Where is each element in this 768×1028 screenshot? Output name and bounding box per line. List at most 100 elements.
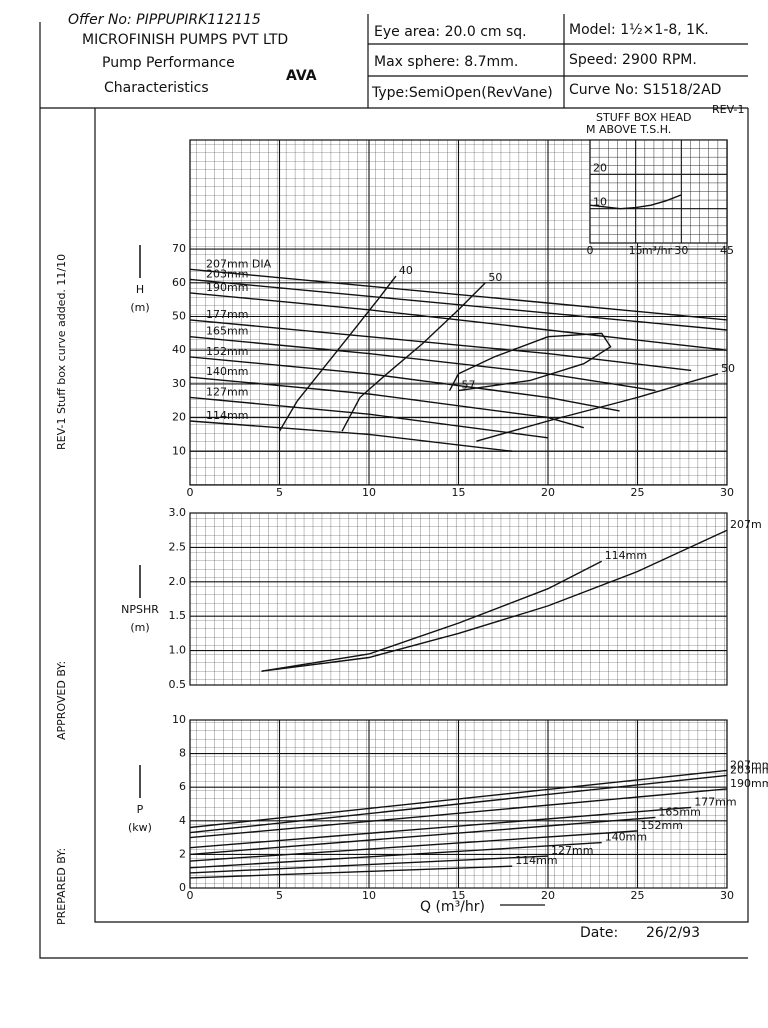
x-tick-label: 15	[452, 486, 466, 499]
plot-area	[189, 512, 728, 686]
curve	[341, 282, 486, 432]
subtitle: Characteristics	[104, 80, 209, 96]
date-label: Date:	[580, 925, 618, 941]
curve	[189, 420, 513, 452]
x-tick-label: 30	[720, 486, 734, 499]
y-axis-unit: (m)	[130, 301, 149, 314]
curve	[189, 376, 584, 429]
series-label: 152mm	[641, 819, 683, 832]
series-label: 57	[462, 379, 476, 392]
date: 26/2/93	[646, 925, 700, 941]
y-tick-label: 6	[179, 780, 186, 793]
series-label: 127mm	[551, 844, 593, 857]
offer-no: Offer No: PIPPUPIRK112115	[68, 12, 261, 28]
y-tick-label: 60	[172, 276, 186, 289]
series-label: 190mm	[206, 281, 248, 294]
curve	[189, 865, 513, 879]
curve	[189, 816, 656, 856]
rev-note: REV-1 Stuff box curve added. 11/10	[55, 254, 68, 450]
eye-area: Eye area: 20.0 cm sq.	[374, 24, 527, 40]
speed: Speed: 2900 RPM.	[569, 52, 697, 68]
max-sphere: Max sphere: 8.7mm.	[374, 54, 518, 70]
x-tick-label: 20	[541, 889, 555, 902]
curve	[189, 855, 549, 874]
curve	[189, 830, 638, 862]
series-label: 140mm	[605, 831, 647, 844]
curve	[189, 774, 728, 834]
company: MICROFINISH PUMPS PVT LTD	[82, 32, 288, 48]
x-tick-label: 25	[631, 486, 645, 499]
y-tick-label: 30	[172, 377, 186, 390]
series-label: 50	[488, 271, 502, 284]
series-label: 165mm	[206, 325, 248, 338]
inset-x-label: m³/hr	[642, 244, 673, 257]
x-tick-label: 30	[720, 889, 734, 902]
curve	[476, 373, 719, 442]
curve	[261, 529, 728, 672]
curve	[189, 806, 692, 849]
series-label: 114mm	[605, 549, 647, 562]
curve	[189, 769, 728, 829]
y-tick-label: 2.0	[169, 575, 187, 588]
series-label: 207mm	[730, 758, 768, 771]
curve	[189, 841, 602, 869]
y-tick-label: 2	[179, 847, 186, 860]
y-tick-label: 10	[172, 444, 186, 457]
y-tick-label: 20	[172, 411, 186, 424]
curve	[189, 268, 728, 321]
y-tick-label: 1.5	[169, 609, 187, 622]
series-label: 203mm	[206, 267, 248, 280]
frame	[39, 14, 749, 959]
y-tick-label: 0.5	[169, 678, 187, 691]
x-axis-label: Q (m³/hr)	[420, 899, 485, 915]
series-label: 207m	[730, 518, 762, 531]
x-tick-label: 10	[362, 486, 376, 499]
inset-title: M ABOVE T.S.H.	[586, 123, 671, 136]
y-axis-unit: (m)	[130, 621, 149, 634]
series-label: 127mm	[206, 385, 248, 398]
logo: AVA	[286, 68, 317, 84]
y-axis-label: NPSHR	[121, 603, 159, 616]
x-tick-label: 0	[187, 889, 194, 902]
x-tick-label: 0	[187, 486, 194, 499]
curve	[189, 278, 728, 331]
y-axis-label: H	[136, 283, 144, 296]
curve	[189, 292, 728, 351]
x-tick-label: 0	[587, 244, 594, 257]
x-tick-label: 15	[629, 244, 643, 257]
x-tick-label: 10	[362, 889, 376, 902]
x-tick-label: 25	[631, 889, 645, 902]
y-tick-label: 40	[172, 343, 186, 356]
series-label: 165mm	[658, 805, 700, 818]
x-tick-label: 5	[276, 889, 283, 902]
prepared-by: PREPARED BY:	[55, 848, 68, 925]
curve	[189, 788, 728, 839]
subtitle: Pump Performance	[102, 55, 235, 71]
y-axis-unit: (kw)	[128, 821, 152, 834]
curve	[189, 356, 620, 412]
series-label: 50	[721, 362, 735, 375]
x-tick-label: 15	[452, 889, 466, 902]
curve	[589, 194, 682, 210]
y-tick-label: 1.0	[169, 644, 187, 657]
y-tick-label: 50	[172, 310, 186, 323]
series-label: 140mm	[206, 365, 248, 378]
x-tick-label: 30	[674, 244, 688, 257]
y-axis-label: P	[137, 803, 144, 816]
curve-no: Curve No: S1518/2AD	[569, 82, 721, 98]
y-tick-label: 8	[179, 747, 186, 760]
pump-type: Type:SemiOpen(RevVane)	[371, 85, 553, 101]
series-label: 203mm	[730, 763, 768, 776]
curve	[278, 275, 397, 432]
series-label: 40	[399, 264, 413, 277]
model: Model: 1½×1-8, 1K.	[569, 22, 709, 38]
approved-by: APPROVED BY:	[55, 661, 68, 740]
y-tick-label: 20	[593, 161, 607, 174]
series-label: 177mm	[694, 795, 736, 808]
y-tick-label: 2.5	[169, 540, 187, 553]
series-label: 190mm	[730, 777, 768, 790]
y-tick-label: 70	[172, 242, 186, 255]
x-tick-label: 5	[276, 486, 283, 499]
x-tick-label: 45	[720, 244, 734, 257]
